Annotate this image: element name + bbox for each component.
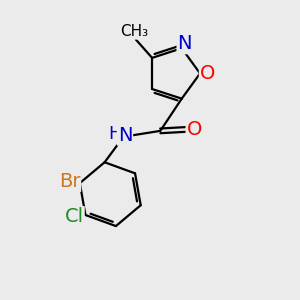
- Text: N: N: [118, 126, 132, 145]
- Text: CH₃: CH₃: [120, 24, 148, 39]
- Text: Br: Br: [59, 172, 80, 191]
- Text: H: H: [109, 125, 122, 143]
- Text: N: N: [177, 34, 192, 53]
- Text: O: O: [200, 64, 215, 83]
- Text: Cl: Cl: [65, 207, 84, 226]
- Text: O: O: [187, 120, 202, 139]
